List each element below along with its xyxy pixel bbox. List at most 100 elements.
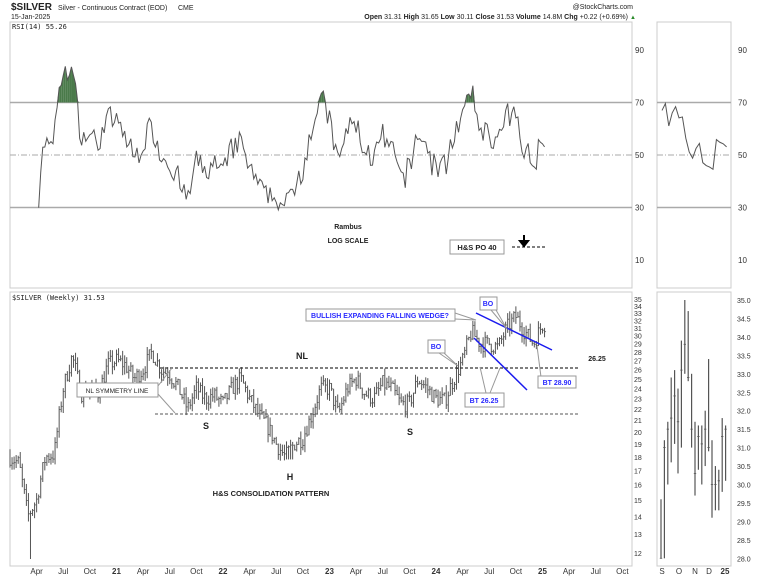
rsi-reference-lines bbox=[10, 101, 731, 209]
rsi-overbought-fill bbox=[61, 75, 64, 103]
x-tick-label: 25 bbox=[538, 567, 547, 576]
log-scale-label: LOG SCALE bbox=[328, 238, 369, 245]
nl-symmetry-label: NL SYMMETRY LINE bbox=[86, 388, 149, 395]
bo1-box bbox=[479, 296, 498, 311]
rsi-inset-tick-label: 30 bbox=[738, 204, 747, 213]
nl-label: NL bbox=[296, 351, 308, 361]
annotations: Rambus LOG SCALE H&S PO 40 NL 26.25 NL S… bbox=[76, 224, 606, 498]
x-tick-label: Oct bbox=[510, 567, 523, 576]
price-tick-label: 26 bbox=[634, 368, 642, 375]
bo2-box bbox=[427, 339, 446, 354]
rsi-overbought-fill bbox=[71, 66, 74, 103]
inset-price-tick-label: 34.0 bbox=[737, 335, 751, 342]
hs-po-label: H&S PO 40 bbox=[457, 243, 496, 252]
inset-price-bars bbox=[659, 300, 727, 559]
inset-price-tick-label: 33.5 bbox=[737, 353, 751, 360]
rsi-overbought-fill bbox=[466, 94, 469, 103]
inset-price-tick-label: 28.0 bbox=[737, 556, 751, 563]
description: Silver - Continuous Contract (EOD) bbox=[58, 5, 167, 12]
x-tick-label: Apr bbox=[563, 567, 576, 576]
x-tick-label: 23 bbox=[325, 567, 334, 576]
price-tick-label: 34 bbox=[634, 304, 642, 311]
rsi-y-axis: 90 90 70 70 50 50 30 30 10 10 bbox=[635, 46, 747, 265]
x-tick-label: 24 bbox=[432, 567, 441, 576]
price-bars bbox=[9, 306, 547, 560]
x-tick-label: Oct bbox=[297, 567, 310, 576]
inset-price-tick-label: 30.5 bbox=[737, 464, 751, 471]
price-tick-label: 25 bbox=[634, 377, 642, 384]
x-tick-label: Jul bbox=[484, 567, 494, 576]
x-tick-label: Oct bbox=[190, 567, 203, 576]
price-tick-label: 33 bbox=[634, 311, 642, 318]
x-tick-label: Jul bbox=[378, 567, 388, 576]
rsi-inset-tick-label: 10 bbox=[738, 256, 747, 265]
nl-symmetry-box bbox=[76, 382, 159, 398]
bo2-pointer bbox=[438, 352, 459, 367]
symmetry-pointer bbox=[157, 367, 176, 414]
inset-x-tick-label: D bbox=[706, 567, 712, 576]
x-tick-label: Oct bbox=[616, 567, 629, 576]
inset-price-tick-label: 29.0 bbox=[737, 519, 751, 526]
price-tick-label: 29 bbox=[634, 342, 642, 349]
price-tick-label: 12 bbox=[634, 551, 642, 558]
chart-header: $SILVER Silver - Continuous Contract (EO… bbox=[11, 2, 636, 21]
x-tick-label: 21 bbox=[112, 567, 121, 576]
inset-price-tick-label: 33.0 bbox=[737, 372, 751, 379]
inset-price-tick-label: 30.0 bbox=[737, 483, 751, 490]
wedge-lower-line bbox=[473, 337, 528, 391]
price-tick-label: 17 bbox=[634, 468, 642, 475]
rsi-tick-label: 90 bbox=[635, 46, 644, 55]
wedge-pointer bbox=[454, 312, 477, 321]
price-tick-label: 14 bbox=[634, 514, 642, 521]
inset-price-tick-label: 35.0 bbox=[737, 298, 751, 305]
x-tick-label: Apr bbox=[243, 567, 256, 576]
rsi-inset-tick-label: 70 bbox=[738, 99, 747, 108]
price-tick-label: 23 bbox=[634, 397, 642, 404]
price-tick-label: 20 bbox=[634, 430, 642, 437]
down-arrow-icon bbox=[517, 235, 531, 248]
rsi-tick-label: 50 bbox=[635, 151, 644, 160]
price-tick-label: 27 bbox=[634, 359, 642, 366]
right-shoulder-label: S bbox=[407, 427, 413, 437]
rambus-label: Rambus bbox=[334, 224, 362, 231]
x-tick-label: Apr bbox=[350, 567, 363, 576]
price-tick-label: 22 bbox=[634, 407, 642, 414]
bo1-label: BO bbox=[483, 301, 494, 308]
bt1-box bbox=[464, 392, 505, 408]
inset-price-tick-label: 32.0 bbox=[737, 409, 751, 416]
rsi-line bbox=[38, 66, 545, 212]
x-tick-label: Oct bbox=[403, 567, 416, 576]
bo1-pointer bbox=[490, 309, 508, 330]
price-inset-panel bbox=[656, 291, 732, 567]
x-tick-label: 22 bbox=[219, 567, 228, 576]
price-tick-label: 16 bbox=[634, 483, 642, 490]
rsi-label: RSI(14) 55.26 bbox=[12, 23, 67, 31]
bt1-pointer bbox=[479, 366, 501, 394]
inset-price-tick-label: 31.5 bbox=[737, 427, 751, 434]
brand-logo: @StockCharts.com bbox=[573, 4, 634, 11]
x-tick-label: Oct bbox=[84, 567, 97, 576]
up-arrow-icon: ▲ bbox=[630, 15, 636, 21]
rsi-overbought-fill bbox=[59, 85, 62, 103]
price-label: $SILVER (Weekly) 31.53 bbox=[12, 294, 105, 302]
inset-axes: 35.0 34.5 34.0 33.5 33.0 32.5 32.0 31.5 31.0 30.5… bbox=[659, 298, 750, 576]
bt2-box bbox=[537, 375, 577, 389]
price-tick-label: 19 bbox=[634, 442, 642, 449]
inset-price-tick-label: 34.5 bbox=[737, 316, 751, 323]
x-axis: Apr Jul Oct 21 Apr Jul Oct 22 Apr Jul Oct 23 Apr Jul O… bbox=[30, 567, 629, 576]
wedge-upper-line bbox=[475, 312, 553, 351]
hs-pattern-label: H&S CONSOLIDATION PATTERN bbox=[213, 489, 330, 498]
rsi-overbought-fill bbox=[63, 66, 66, 103]
x-tick-label: Jul bbox=[591, 567, 601, 576]
hs-po-box bbox=[449, 239, 505, 255]
ohlc-readout: Open 31.31 High 31.65 Low 30.11 Close 31… bbox=[364, 14, 628, 21]
inset-x-tick-label: N bbox=[692, 567, 698, 576]
wedge-box bbox=[305, 308, 456, 322]
x-tick-label: Jul bbox=[271, 567, 281, 576]
left-shoulder-label: S bbox=[203, 421, 209, 431]
inset-price-tick-label: 32.5 bbox=[737, 390, 751, 397]
price-tick-label: 31 bbox=[634, 326, 642, 333]
price-tick-label: 13 bbox=[634, 532, 642, 539]
bo2-label: BO bbox=[431, 344, 442, 351]
